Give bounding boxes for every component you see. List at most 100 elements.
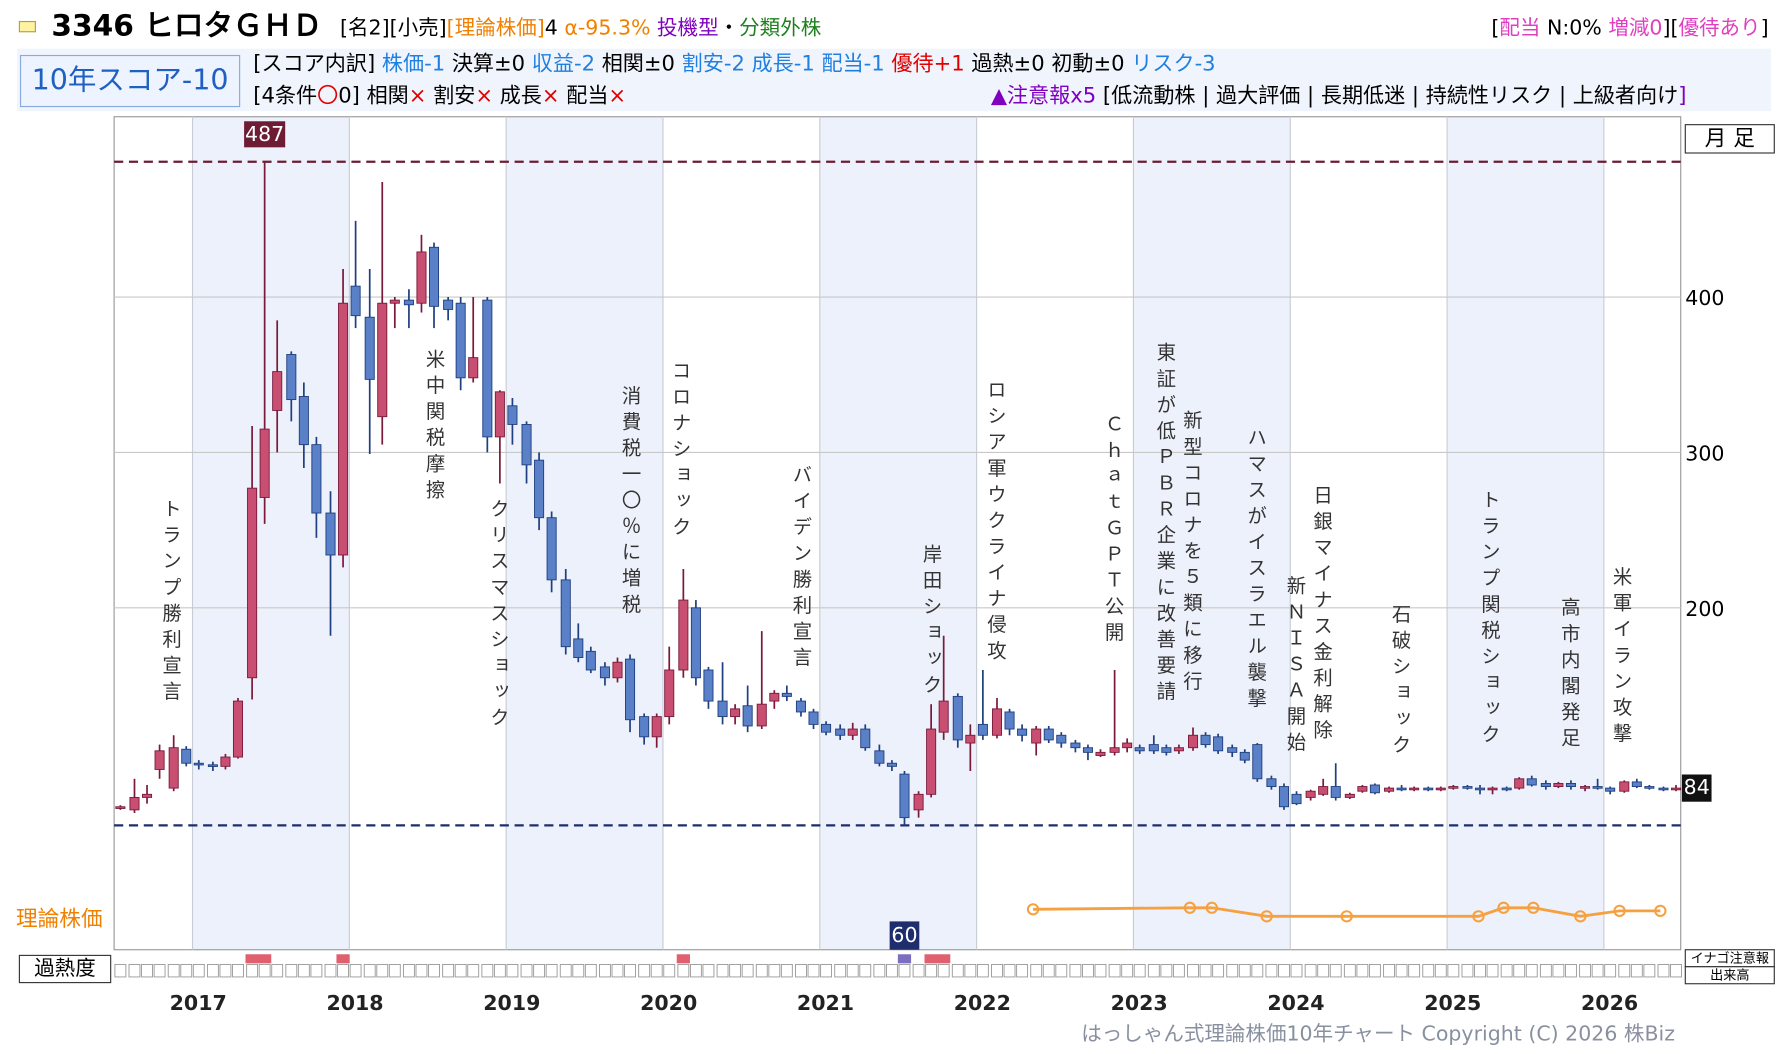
overheat-cell — [1618, 964, 1631, 978]
overheat-cell — [285, 964, 298, 978]
side-label: イナゴ注意報 — [1691, 950, 1769, 966]
candle-body — [1095, 751, 1106, 756]
period-box — [1684, 124, 1775, 154]
overheat-hot — [676, 954, 690, 964]
overheat-cell — [873, 964, 886, 978]
overheat-cell — [1042, 964, 1055, 978]
candle-body — [952, 695, 963, 741]
overheat-cell — [702, 964, 715, 978]
candle-body — [703, 669, 714, 702]
candle-body — [938, 700, 949, 733]
candle-body — [678, 599, 689, 671]
candle-body — [403, 299, 414, 306]
overheat-cell — [1290, 964, 1303, 978]
overheat-cell — [1094, 964, 1107, 978]
overheat-cell — [624, 964, 636, 978]
candle-body — [639, 716, 650, 738]
candle-body — [168, 747, 179, 789]
candle-body — [977, 723, 988, 736]
header-part: 割安 — [426, 82, 475, 107]
theory-point — [1340, 910, 1353, 923]
overheat-cell — [1055, 964, 1068, 978]
overheat-cell — [1082, 964, 1094, 978]
overheat-cell — [1422, 964, 1435, 978]
overheat-cell — [1278, 964, 1290, 978]
overheat-cell — [1172, 964, 1185, 978]
theory-point — [1527, 901, 1540, 914]
overheat-cell — [1187, 964, 1199, 978]
overheat-cell — [1356, 964, 1369, 978]
year-band — [1447, 116, 1604, 950]
header-part: 収益-2 — [532, 51, 602, 76]
candle-body — [847, 728, 858, 736]
candle-body — [494, 391, 505, 438]
candle-body — [1252, 744, 1263, 780]
overheat-cell — [859, 964, 872, 978]
overheat-cell — [428, 964, 440, 978]
overheat-cell — [297, 964, 310, 978]
overheat-cell — [1474, 964, 1486, 978]
overheat-hot — [245, 954, 259, 964]
candle-body — [1514, 778, 1525, 789]
overheat-cell — [716, 964, 729, 978]
header-part: 決算±0 — [452, 51, 532, 76]
overheat-cell — [898, 964, 911, 978]
header-part: ][ — [1662, 15, 1678, 39]
overheat-cell — [1513, 964, 1526, 978]
overheat-cell — [1147, 964, 1160, 978]
overheat-cell — [689, 964, 702, 978]
overheat-cell — [232, 964, 244, 978]
overheat-cell — [1670, 964, 1682, 978]
candle-body — [886, 762, 897, 767]
candle-body — [220, 756, 231, 767]
theory-point — [1026, 903, 1040, 916]
candle-body — [1188, 734, 1199, 749]
event-label: 東証が低ＰＢＲ企業に改善要請 — [1153, 342, 1176, 707]
overheat-cell — [1108, 964, 1121, 978]
candle-body — [1605, 787, 1616, 792]
icon — [18, 20, 36, 33]
overheat-box — [18, 954, 112, 984]
candle-body — [311, 444, 322, 514]
theory-point — [1472, 910, 1485, 923]
overheat-cell — [1500, 964, 1513, 978]
overheat-cell — [349, 964, 362, 978]
candle-body — [142, 793, 153, 798]
overheat-cell — [1212, 964, 1225, 978]
candle-body — [1384, 787, 1395, 792]
theory-label: 理論株価 — [16, 907, 103, 932]
candle-body — [232, 700, 244, 758]
candle-body — [507, 405, 518, 425]
candle-body — [965, 734, 976, 744]
overheat-cell — [1539, 964, 1552, 978]
candle-body — [1213, 736, 1224, 752]
overheat-cell — [611, 964, 624, 978]
overheat-cell — [599, 964, 611, 978]
overheat-cell — [363, 964, 376, 978]
candle-body — [860, 728, 871, 749]
overheat-cell — [925, 964, 938, 978]
overheat-cell — [885, 964, 898, 978]
candle-body — [1173, 747, 1184, 752]
overheat-cell — [677, 964, 690, 978]
x-tick-label: 2022 — [954, 991, 1011, 1015]
header-part: × — [475, 82, 493, 107]
candle-body — [1462, 786, 1473, 789]
side-label: 出来高 — [1710, 967, 1749, 983]
x-tick-label: 2018 — [326, 991, 383, 1015]
header-line: ▲注意報x5 [低流動株 | 過大評価 | 長期低迷 | 持続性リスク | 上級… — [991, 82, 1687, 108]
overheat-cell — [1368, 964, 1381, 978]
candle-body — [443, 299, 454, 310]
candle-body — [1526, 778, 1537, 786]
candle-body — [599, 666, 610, 679]
candle-body — [1239, 751, 1250, 761]
header-part: [ — [1491, 15, 1499, 39]
year-band — [819, 116, 977, 950]
overheat-cell — [388, 964, 401, 978]
overheat-cell — [1030, 964, 1043, 978]
candle-body — [664, 669, 675, 718]
header-line: [配当 N:0% 増減0][優待あり] — [1491, 15, 1768, 39]
event-label: ロシア軍ウクライナ侵攻 — [984, 380, 1007, 667]
